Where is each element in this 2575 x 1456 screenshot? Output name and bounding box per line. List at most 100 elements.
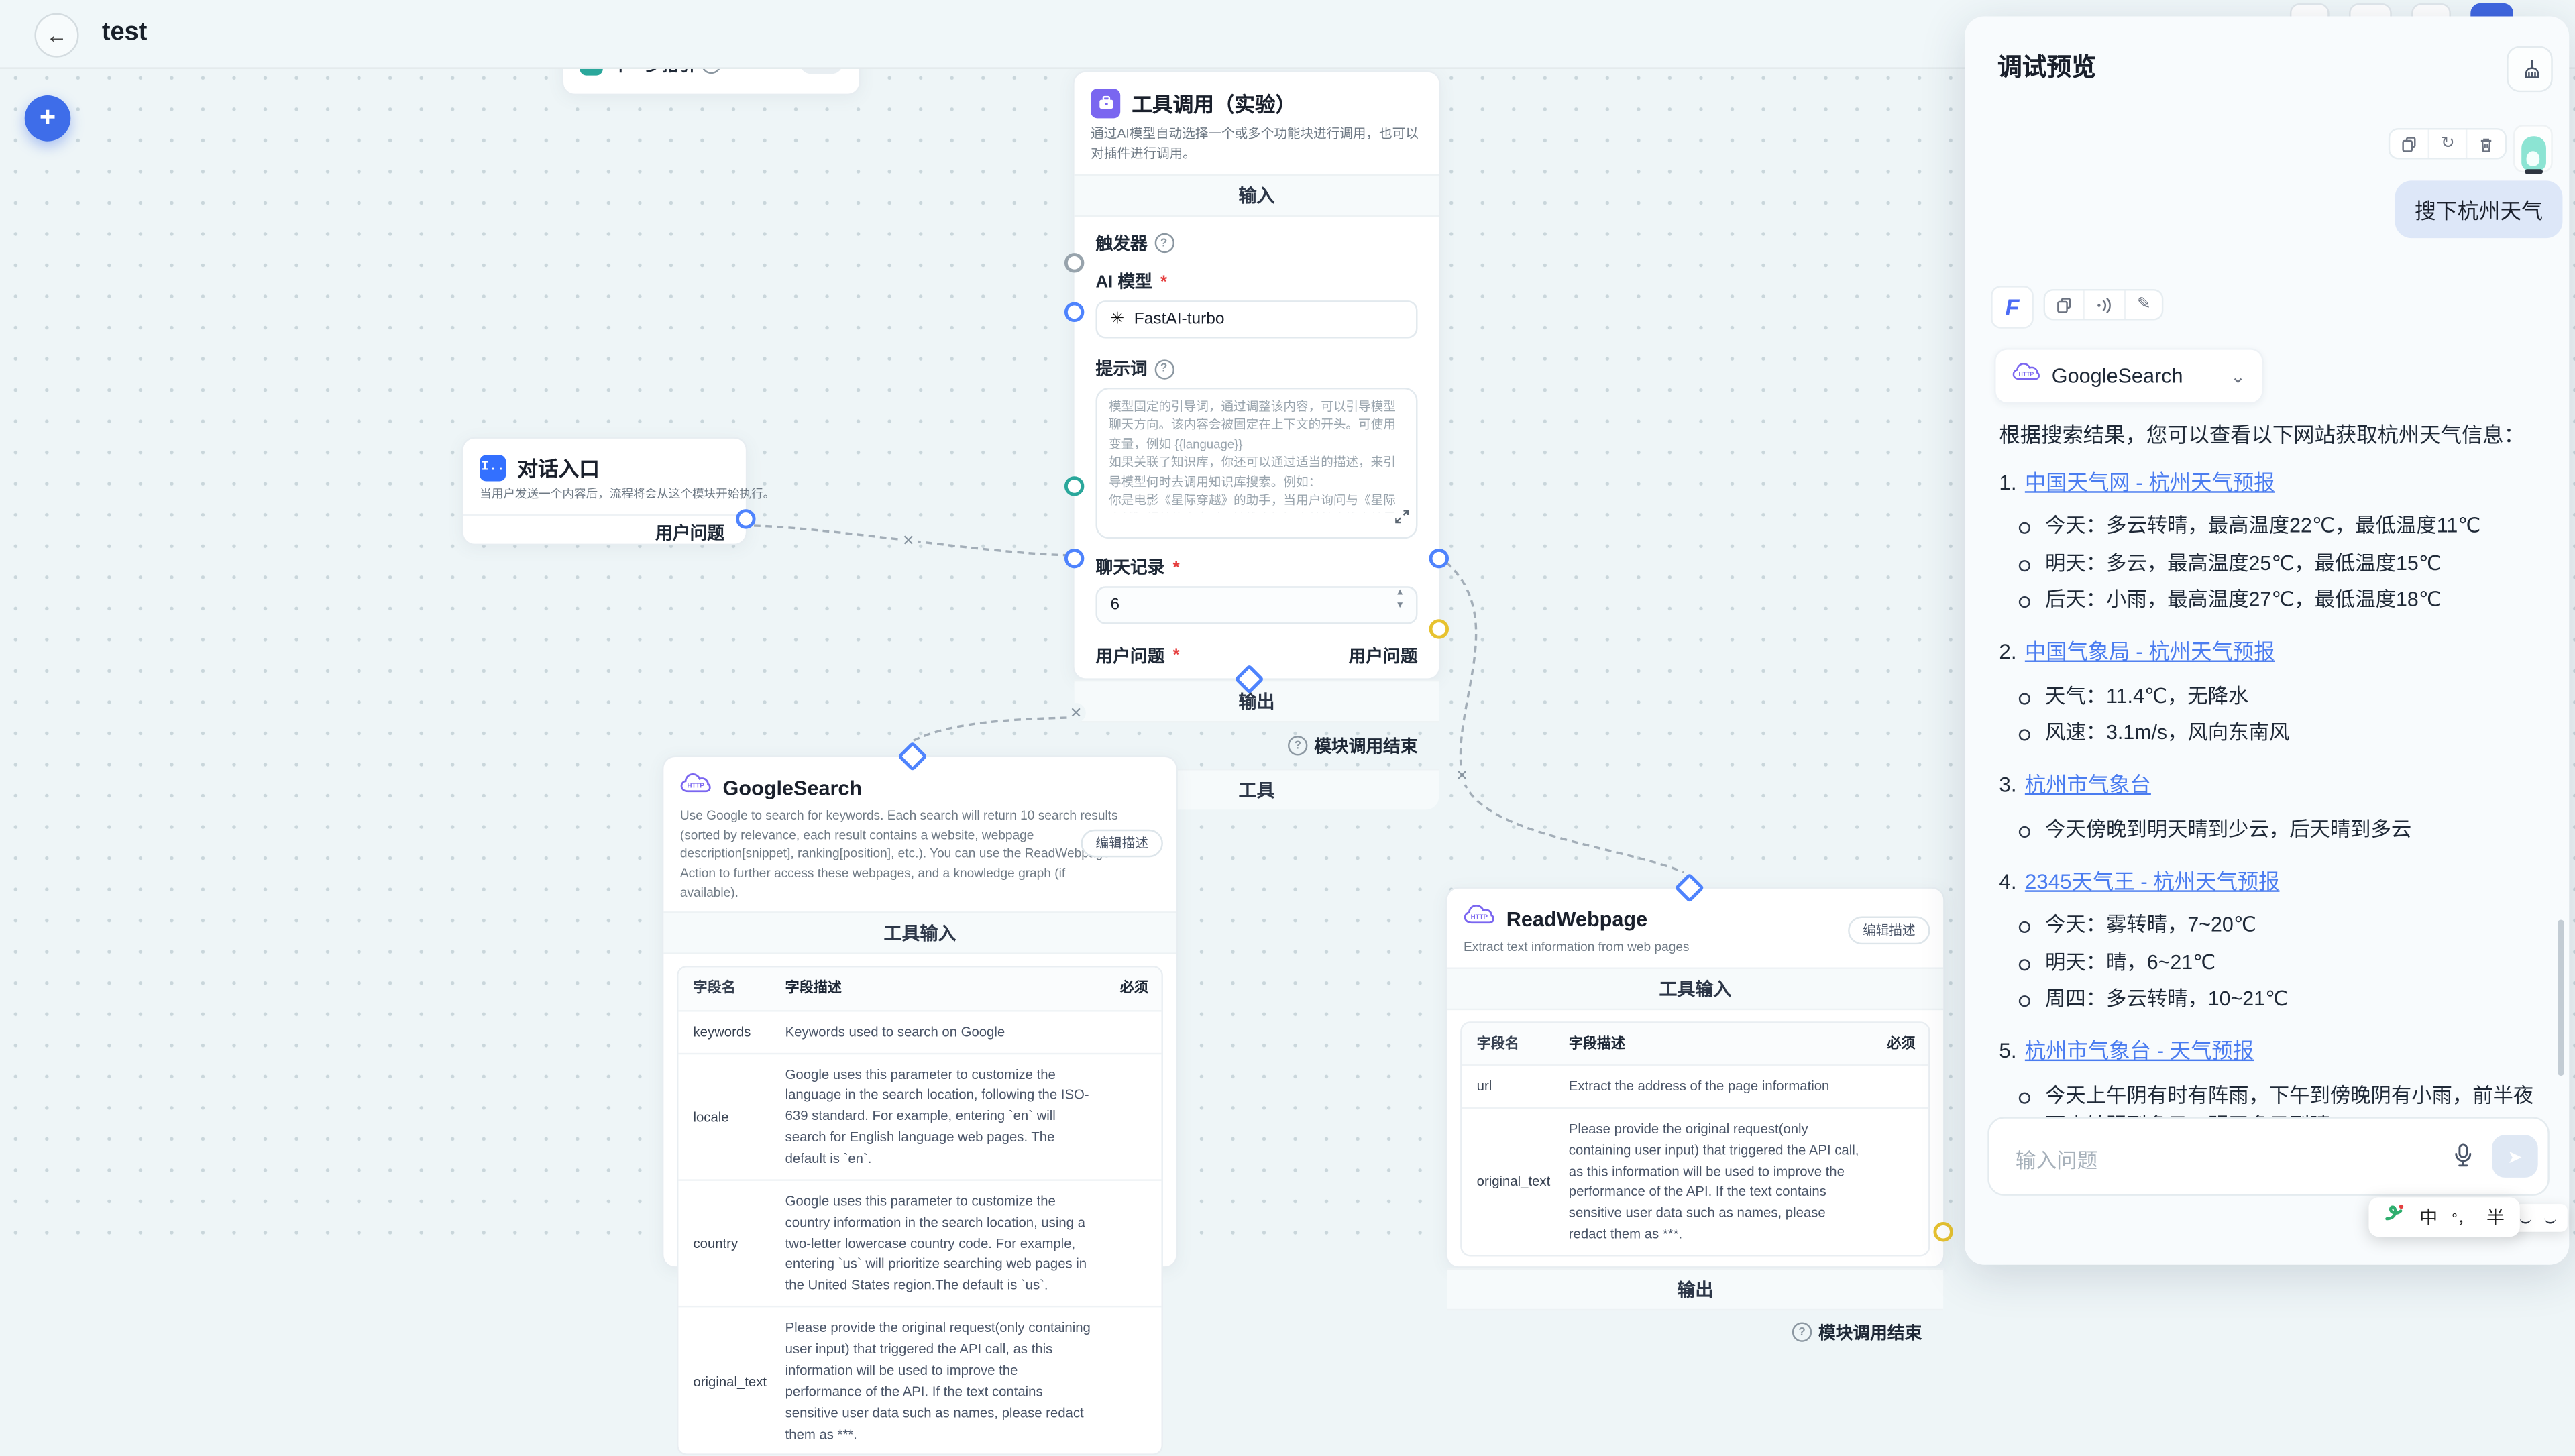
- question-out-handle[interactable]: [1429, 548, 1449, 569]
- list-item: 今天：多云转晴，最高温度22℃，最低温度11℃: [2018, 512, 2541, 542]
- expand-icon[interactable]: [1394, 502, 1409, 532]
- arc-icon: [2543, 1213, 2556, 1223]
- module-end-handle[interactable]: [1429, 619, 1449, 639]
- user-message-bubble: 搜下杭州天气: [2395, 180, 2563, 239]
- ime-lang[interactable]: 中: [2419, 1209, 2438, 1229]
- edit-icon[interactable]: ✎: [2124, 290, 2162, 319]
- help-icon: ?: [1792, 1322, 1812, 1342]
- edge-delete-icon[interactable]: ✕: [1451, 765, 1472, 785]
- result-link[interactable]: 中国气象局 - 杭州天气预报: [2024, 638, 2275, 664]
- edit-desc-button[interactable]: 编辑描述: [1848, 916, 1930, 945]
- list-item: 周四：多云转晴，10~21℃: [2018, 986, 2541, 1015]
- prompt-textarea[interactable]: 模型固定的引导词，通过调整该内容，可以引导模型聊天方向。该内容会被固定在上下文的…: [1095, 387, 1418, 539]
- http-cloud-icon: HTTP: [2012, 361, 2040, 391]
- back-button[interactable]: ←: [34, 13, 79, 58]
- ai-model-label: AI 模型: [1095, 272, 1152, 292]
- retry-icon[interactable]: ↻: [2427, 129, 2466, 158]
- help-icon: ?: [1154, 359, 1174, 379]
- briefcase-icon: [1091, 88, 1121, 118]
- tool-run-card[interactable]: HTTP GoogleSearch ⌄: [1994, 348, 2264, 404]
- node-title: 对话入口: [517, 458, 600, 482]
- chat-entry-node[interactable]: I.. 对话入口 当用户发送一个内容后，流程将会从这个模块开始执行。 用户问题: [461, 437, 775, 546]
- result-link[interactable]: 杭州市气象台 - 天气预报: [2024, 1038, 2254, 1063]
- google-search-node[interactable]: HTTP GoogleSearch Use Google to search f…: [661, 741, 1178, 1456]
- chat-history-value: 6: [1110, 596, 1120, 614]
- ime-width[interactable]: 半: [2486, 1209, 2505, 1229]
- ime-logo-icon: [2384, 1202, 2405, 1232]
- node-title: ReadWebpage: [1506, 907, 1648, 931]
- node-desc: Use Google to search for keywords. Each …: [679, 807, 1118, 900]
- send-icon: ➤: [2507, 1147, 2523, 1168]
- ai-model-value: FastAI-turbo: [1134, 310, 1225, 329]
- edge-delete-icon[interactable]: ✕: [1066, 703, 1086, 723]
- node-desc: 当用户发送一个内容后，流程将会从这个模块开始执行。: [480, 486, 775, 501]
- table-row: original_text Please provide the origina…: [1462, 1107, 1929, 1255]
- svg-text:HTTP: HTTP: [687, 783, 704, 790]
- delete-icon[interactable]: [2466, 129, 2506, 158]
- chat-history-input[interactable]: 6 ▲ ▼: [1095, 586, 1418, 624]
- read-webpage-node[interactable]: HTTP ReadWebpage Extract text informatio…: [1445, 873, 1953, 1343]
- node-title: 工具调用（实验）: [1132, 93, 1297, 117]
- trigger-label: 触发器: [1095, 233, 1148, 254]
- result-link[interactable]: 杭州市气象台: [2024, 772, 2151, 797]
- assistant-msg-actions: ✎: [2043, 289, 2165, 321]
- section-output: 输出: [1447, 1268, 1944, 1311]
- prompt-placeholder: 模型固定的引导词，通过调整该内容，可以引导模型聊天方向。该内容会被固定在上下文的…: [1109, 399, 1396, 512]
- col-field-name: 字段名: [1476, 1034, 1519, 1051]
- prompt-handle[interactable]: [1064, 302, 1085, 323]
- panel-scrollbar[interactable]: [2558, 919, 2564, 1076]
- module-end-handle[interactable]: [1933, 1222, 1953, 1242]
- user-msg-actions: ↻: [2388, 128, 2508, 160]
- stepper-up-icon[interactable]: ▲: [1395, 587, 1405, 598]
- workflow-title: test: [101, 17, 148, 46]
- read-aloud-icon[interactable]: [2083, 290, 2124, 319]
- question-in-handle[interactable]: [1064, 548, 1085, 569]
- list-item: 风速：3.1m/s，风向东南风: [2018, 720, 2541, 749]
- user-question-label: 用户问题: [1095, 646, 1165, 667]
- broom-icon: [2524, 58, 2539, 78]
- copy-icon[interactable]: [2045, 290, 2083, 319]
- table-row: country Google uses this parameter to cu…: [678, 1179, 1162, 1306]
- tool-call-node[interactable]: 工具调用（实验） 通过AI模型自动选择一个或多个功能块进行调用，也可以对插件进行…: [1064, 70, 1449, 810]
- chat-entry-icon: I..: [480, 454, 506, 481]
- col-field-desc: 字段描述: [785, 979, 842, 997]
- chat-input-box[interactable]: 输入问题 ➤: [1987, 1117, 2550, 1196]
- send-button[interactable]: ➤: [2492, 1135, 2538, 1178]
- svg-text:HTTP: HTTP: [1471, 913, 1488, 921]
- section-input: 输入: [1074, 174, 1439, 217]
- answer-intro: 根据搜索结果，您可以查看以下网站获取杭州天气信息：: [1999, 422, 2525, 447]
- stepper-down-icon[interactable]: ▼: [1395, 601, 1405, 612]
- list-item: 天气：11.4℃，无降水: [2018, 683, 2541, 712]
- add-node-button[interactable]: +: [24, 95, 71, 142]
- result-link[interactable]: 中国天气网 - 杭州天气预报: [2024, 469, 2275, 494]
- chat-input-placeholder: 输入问题: [2015, 1150, 2098, 1173]
- list-item: 明天：晴，6~21℃: [2018, 949, 2541, 978]
- mic-icon[interactable]: [2452, 1143, 2474, 1176]
- col-required: 必须: [1887, 1034, 1916, 1051]
- arc-icon: [2520, 1213, 2532, 1223]
- result-link[interactable]: 2345天气王 - 杭州天气预报: [2024, 868, 2280, 893]
- edge-delete-icon[interactable]: ✕: [898, 530, 918, 551]
- history-handle[interactable]: [1064, 476, 1085, 496]
- chevron-down-icon: ⌄: [2230, 367, 2246, 387]
- ime-toolbar[interactable]: 中 °， 半: [2368, 1197, 2520, 1237]
- ime-punct[interactable]: °，: [2452, 1209, 2472, 1227]
- trigger-handle[interactable]: [1064, 253, 1085, 273]
- edit-desc-button[interactable]: 编辑描述: [1081, 829, 1163, 858]
- node-desc: 通过AI模型自动选择一个或多个功能块进行调用，也可以对插件进行调用。: [1091, 126, 1419, 162]
- output-handle[interactable]: [736, 509, 756, 529]
- table-row: locale Google uses this parameter to cus…: [678, 1052, 1162, 1179]
- col-required: 必须: [1119, 979, 1148, 997]
- module-end-label: 模块调用结束: [1818, 1323, 1922, 1343]
- col-field-desc: 字段描述: [1568, 1034, 1626, 1051]
- panel-title: 调试预览: [1997, 54, 2096, 82]
- section-tool-input: 工具输入: [663, 912, 1176, 955]
- clear-chat-button[interactable]: [2507, 46, 2553, 93]
- table-row: url Extract the address of the page info…: [1462, 1064, 1929, 1107]
- node-desc: Extract text information from web pages: [1464, 939, 1690, 954]
- ai-model-select[interactable]: ✳ FastAI-turbo: [1095, 300, 1418, 339]
- copy-icon[interactable]: [2390, 129, 2427, 158]
- back-icon: ←: [46, 23, 68, 48]
- debug-preview-panel: 调试预览 ↻ 搜下杭州天气 F ✎ HTTP GoogleSearch ⌄: [1965, 16, 2570, 1265]
- module-end-label: 模块调用结束: [1314, 736, 1418, 757]
